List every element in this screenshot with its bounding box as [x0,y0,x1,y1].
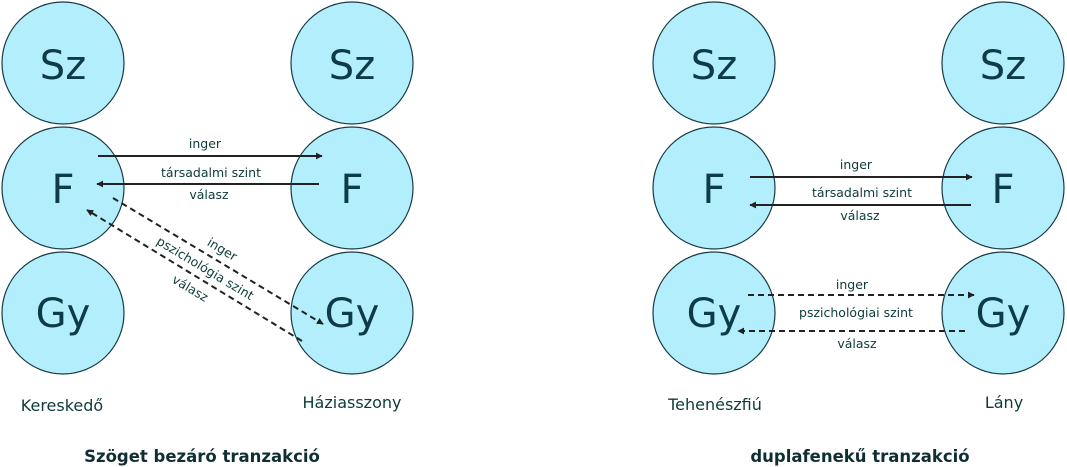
left-person-ego-states: Sz F Gy [652,1,776,375]
psych-response-arrow [86,209,303,342]
left-person-name: Tehenészfiú [667,395,762,414]
child-ego-circle [652,251,776,375]
psych-response-label: válasz [837,336,877,351]
diagram-caption: Szöget bezáró tranzakció [84,447,320,466]
parent-ego-circle [941,1,1065,125]
adult-ego-label: F [702,167,725,213]
adult-ego-circle [941,126,1065,250]
child-ego-circle [941,251,1065,375]
psych-stimulus-label: inger [836,277,869,292]
adult-ego-label: F [51,167,74,213]
social-stimulus-label: inger [840,157,873,172]
child-ego-label: Gy [687,291,742,337]
parent-ego-label: Sz [40,43,86,89]
child-ego-circle [290,251,414,375]
adult-ego-circle [652,126,776,250]
parent-ego-circle [652,1,776,125]
right-person-ego-states: Sz F Gy [941,1,1065,375]
parent-ego-label: Sz [691,43,737,89]
parent-ego-label: Sz [980,43,1026,89]
left-person-ego-states: Sz F Gy [1,1,125,375]
child-ego-label: Gy [325,291,380,337]
social-level-label: társadalmi szint [161,165,261,180]
left-diagram: Sz F Gy Sz F Gy inger társadalmi szint v… [1,1,414,466]
adult-ego-label: F [991,167,1014,213]
parent-ego-circle [1,1,125,125]
parent-ego-label: Sz [329,43,375,89]
psych-level-label: pszichológiai szint [799,305,913,320]
right-person-name: Lány [985,393,1023,412]
right-diagram: Sz F Gy Sz F Gy inger társadalmi szint v… [652,1,1065,466]
adult-ego-label: F [340,167,363,213]
child-ego-label: Gy [36,291,91,337]
parent-ego-circle [290,1,414,125]
left-person-name: Kereskedő [21,396,103,415]
social-response-label: válasz [840,208,880,223]
child-ego-circle [1,251,125,375]
psych-stimulus-arrow [112,197,324,325]
right-person-name: Háziasszony [303,393,402,412]
adult-ego-circle [1,126,125,250]
child-ego-label: Gy [976,291,1031,337]
psych-stimulus-label: inger [205,234,241,264]
social-stimulus-label: inger [189,136,222,151]
right-person-ego-states: Sz F Gy [290,1,414,375]
social-level-label: társadalmi szint [812,185,912,200]
diagram-caption: duplafenekű tranzakció [750,447,969,466]
social-response-label: válasz [189,187,229,202]
